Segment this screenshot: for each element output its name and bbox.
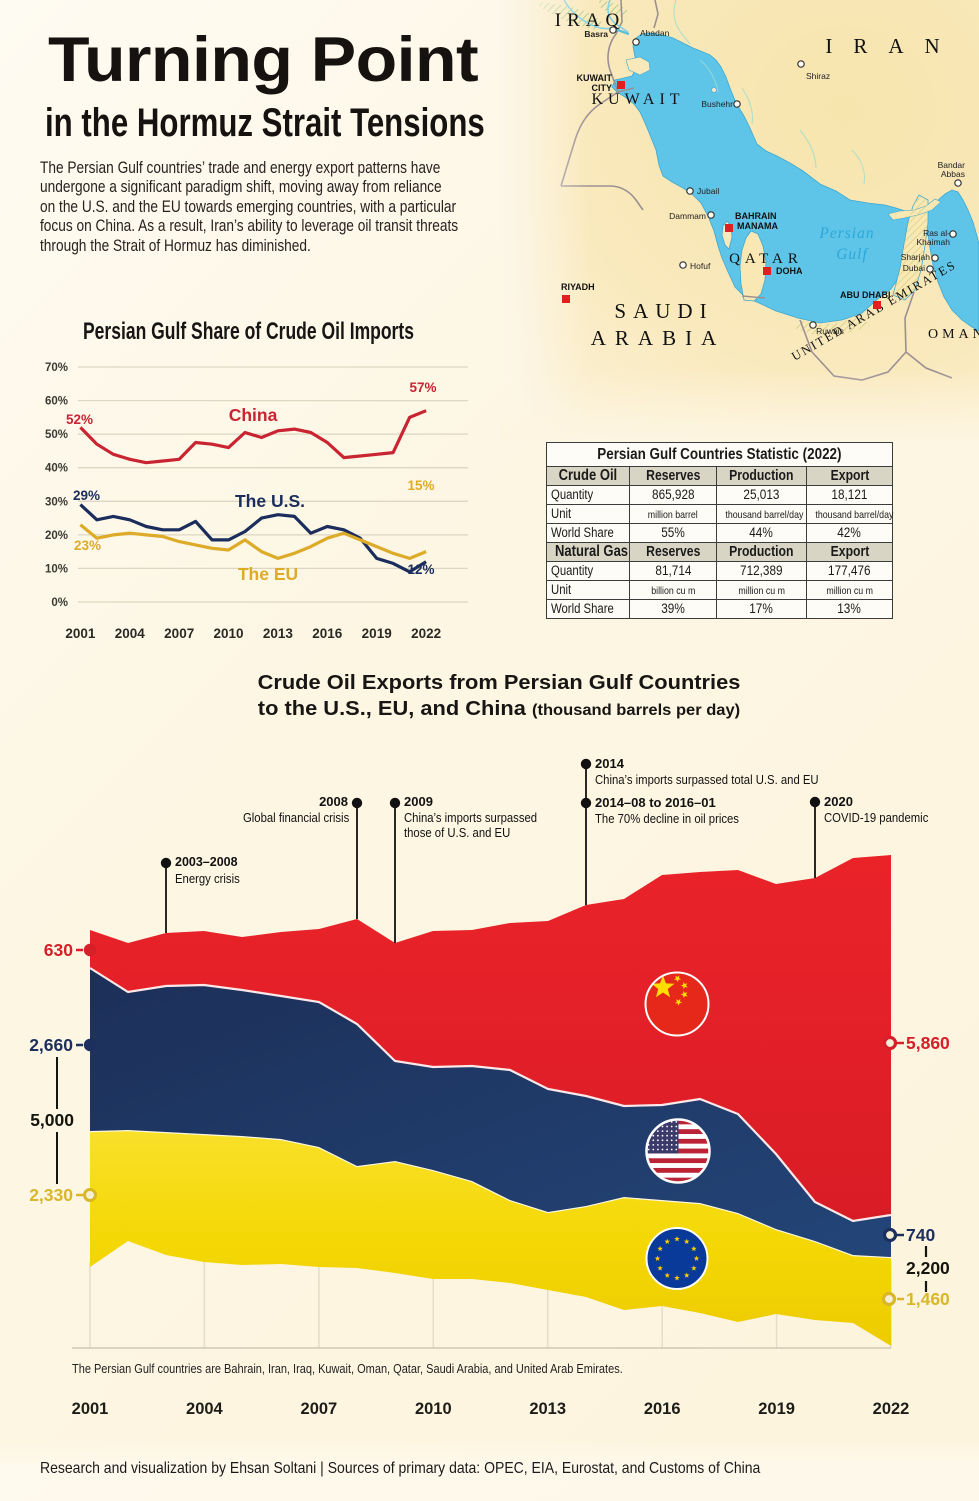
svg-text:2001: 2001 [72,1400,109,1418]
svg-text:Basra: Basra [584,29,608,39]
svg-text:Shiraz: Shiraz [806,71,830,81]
svg-text:2019: 2019 [758,1400,795,1418]
svg-text:2010: 2010 [213,626,243,641]
svg-text:KUWAIT: KUWAIT [591,91,684,108]
svg-text:Gulf: Gulf [836,246,869,263]
svg-text:60%: 60% [45,396,68,408]
svg-text:2013: 2013 [263,626,294,641]
svg-text:2007: 2007 [164,626,194,641]
svg-text:2001: 2001 [65,626,96,641]
svg-text:DOHA: DOHA [776,266,803,276]
svg-text:20%: 20% [45,530,68,542]
svg-text:15%: 15% [407,478,434,493]
svg-text:Bushehr: Bushehr [701,99,733,109]
svg-text:2022: 2022 [411,626,441,641]
svg-text:40%: 40% [45,463,68,475]
svg-text:Khaimah: Khaimah [916,237,950,247]
svg-text:BAHRAIN: BAHRAIN [735,211,777,221]
svg-text:QATAR: QATAR [729,251,803,267]
svg-text:Persian: Persian [818,225,874,242]
svg-text:2013: 2013 [529,1400,566,1418]
svg-text:12%: 12% [407,562,434,577]
svg-text:50%: 50% [45,429,68,441]
svg-text:Dammam: Dammam [669,211,706,221]
svg-text:KUWAIT: KUWAIT [577,73,613,83]
svg-text:RIYADH: RIYADH [561,282,595,292]
svg-text:29%: 29% [73,488,100,503]
svg-text:The U.S.: The U.S. [235,491,305,511]
svg-text:Abadan: Abadan [640,28,670,38]
svg-text:630: 630 [44,940,73,960]
svg-text:Jubail: Jubail [697,186,719,196]
svg-text:ABU DHABI: ABU DHABI [840,290,891,300]
svg-text:30%: 30% [45,496,68,508]
svg-text:SAUDI: SAUDI [614,299,713,323]
svg-text:Hofuf: Hofuf [690,261,711,271]
svg-text:2019: 2019 [362,626,392,641]
svg-text:MANAMA: MANAMA [737,221,778,231]
svg-text:2004: 2004 [115,626,146,641]
svg-text:IRAN: IRAN [825,34,960,58]
svg-text:2022: 2022 [873,1400,910,1418]
svg-text:2,200: 2,200 [906,1258,950,1278]
svg-text:2,660: 2,660 [29,1035,73,1055]
svg-text:Sharjah: Sharjah [901,252,931,262]
svg-text:IRAQ: IRAQ [555,10,625,31]
svg-text:23%: 23% [74,538,101,553]
svg-text:2004: 2004 [186,1400,224,1418]
svg-text:ARABIA: ARABIA [591,326,726,350]
svg-text:2016: 2016 [312,626,343,641]
svg-text:Ruwais: Ruwais [816,326,844,336]
svg-text:5,860: 5,860 [906,1033,950,1053]
svg-text:China: China [229,405,278,425]
svg-text:10%: 10% [45,563,68,575]
svg-text:70%: 70% [45,362,68,374]
svg-text:57%: 57% [409,380,436,395]
svg-text:1,460: 1,460 [906,1289,950,1309]
svg-text:OMAN: OMAN [928,327,979,342]
svg-text:Bandar: Bandar [938,160,966,170]
svg-text:2016: 2016 [644,1400,681,1418]
svg-text:2010: 2010 [415,1400,452,1418]
svg-text:Abbas: Abbas [941,169,965,179]
svg-text:2,330: 2,330 [29,1185,73,1205]
svg-text:2007: 2007 [301,1400,338,1418]
svg-text:0%: 0% [51,597,68,609]
svg-text:Ras al-: Ras al- [923,228,950,238]
svg-text:The EU: The EU [238,564,298,584]
svg-text:Dubai: Dubai [903,263,925,273]
svg-text:740: 740 [906,1225,935,1245]
svg-text:5,000: 5,000 [30,1110,74,1130]
svg-text:52%: 52% [66,412,93,427]
svg-text:CITY: CITY [591,83,612,93]
